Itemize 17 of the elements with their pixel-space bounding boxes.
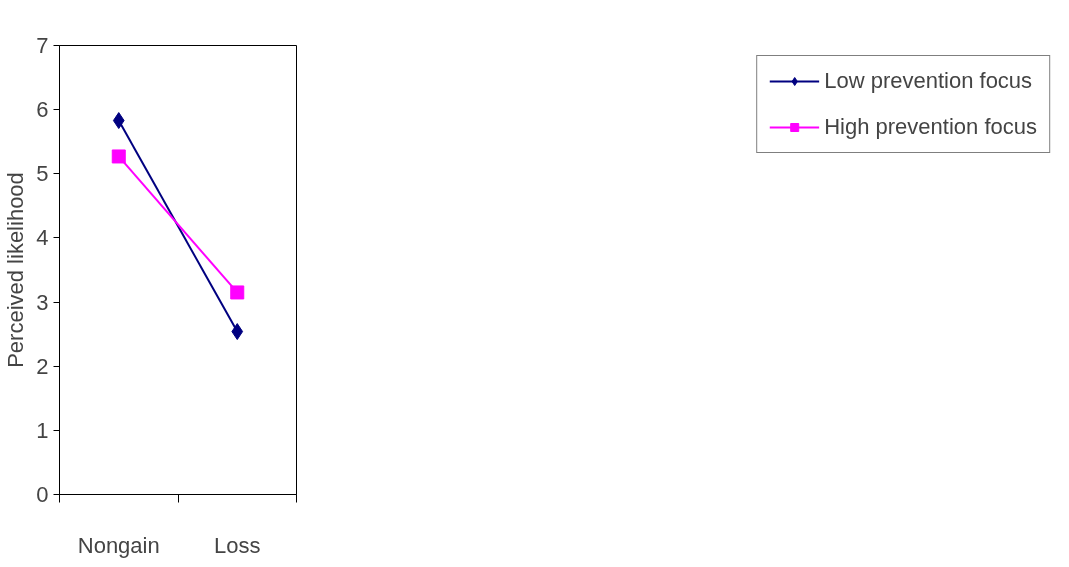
x-tick-label: Loss [214,532,261,558]
y-tick-label: 7 [36,33,49,58]
y-axis-title: Perceived likelihood [3,172,29,368]
y-tick-label: 0 [36,482,49,507]
point [111,149,126,164]
y-tick-label: 1 [36,417,49,443]
point [231,323,244,341]
x-tick-label: Nongain [77,532,160,558]
y-tick-label: 5 [36,161,49,187]
y-tick-label: 6 [36,97,49,123]
legend-label: Low prevention focus [824,68,1033,94]
y-tick-label: 2 [36,353,49,379]
point [230,285,245,300]
y-tick-label: 3 [36,289,49,315]
y-tick-label: 4 [36,225,49,251]
point [112,112,125,130]
legend-label: High prevention focus [824,114,1037,140]
